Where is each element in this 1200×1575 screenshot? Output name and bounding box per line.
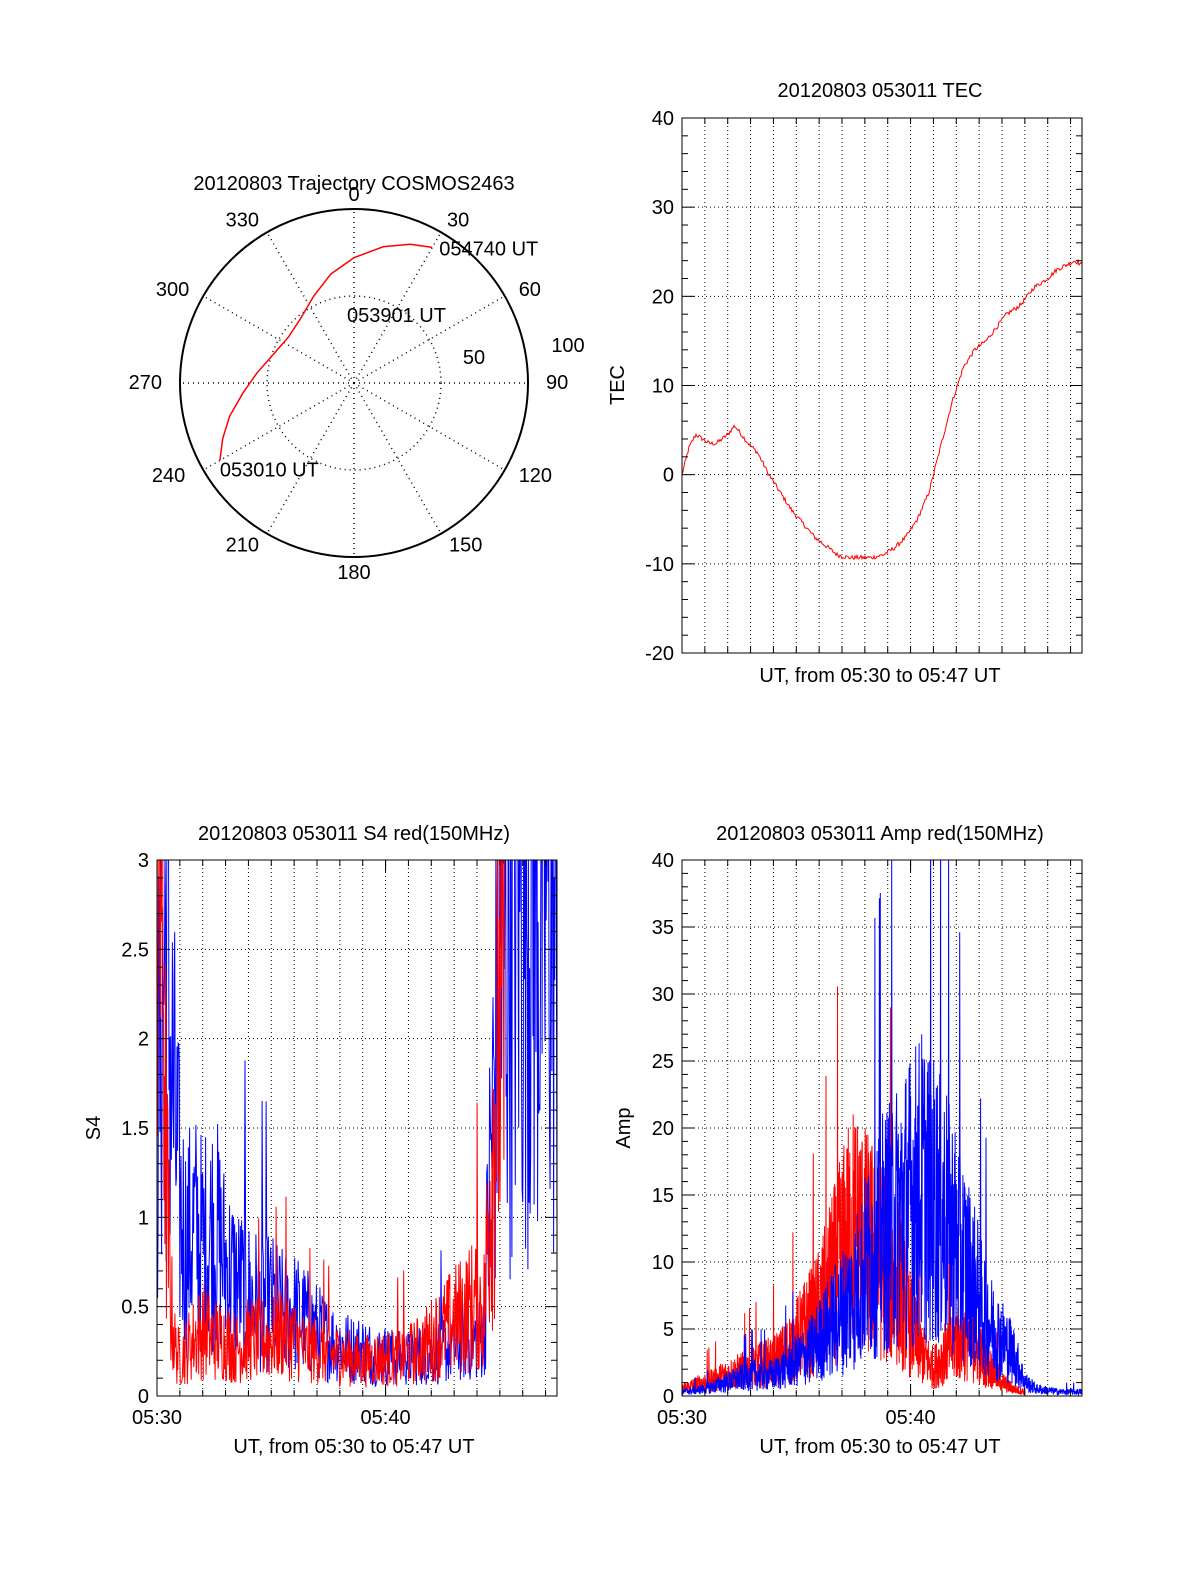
polar-outer-ring <box>179 208 529 558</box>
y-tick-label: 35 <box>652 917 674 939</box>
tec-title: 20120803 053011 TEC <box>778 80 983 102</box>
y-tick-label: 1 <box>138 1207 149 1229</box>
y-tick-label: 20 <box>652 286 674 308</box>
y-tick-label: 25 <box>652 1051 674 1073</box>
series-red-line <box>682 258 1082 561</box>
tec-xlabel: UT, from 05:30 to 05:47 UT <box>759 665 1000 687</box>
x-tick-label: 05:30 <box>657 1407 707 1429</box>
s4-ylabel: S4 <box>83 1116 105 1140</box>
polar-spoke <box>266 231 355 384</box>
x-tick-label: 05:40 <box>361 1407 411 1429</box>
y-tick-label: 5 <box>663 1319 674 1341</box>
y-tick-label: -10 <box>645 554 674 576</box>
polar-angle-label: 90 <box>546 372 568 394</box>
y-tick-label: 0 <box>138 1386 149 1408</box>
y-tick-label: 0.5 <box>121 1297 149 1319</box>
series-group <box>682 860 1082 1396</box>
y-tick-label: 20 <box>652 1118 674 1140</box>
polar-radius-label: 50 <box>463 347 485 369</box>
trajectory-line <box>219 243 433 461</box>
amp-plot: 0 5 10 15 20 25 30 35 40 05:30 05:40 <box>652 850 1083 1429</box>
polar-angle-label: 120 <box>519 465 552 487</box>
y-tick-label: 30 <box>652 984 674 1006</box>
y-tick-label: 2 <box>138 1029 149 1051</box>
polar-angle-label: 330 <box>226 209 259 231</box>
tec-panel: 20120803 053011 TEC -20 -10 0 10 20 30 40 UT, … <box>607 80 1083 687</box>
y-tick-label: 2.5 <box>121 939 149 961</box>
y-tick-label: 15 <box>652 1185 674 1207</box>
y-tick-label: 0 <box>663 1386 674 1408</box>
trajectory-time-label: 054740 UT <box>439 239 538 261</box>
polar-plot: 0 30 60 90 120 150 180 210 240 270 300 330 50 100 0530… <box>129 184 585 584</box>
amp-panel: 20120803 053011 Amp red(150MHz) 0 5 10 15 20… <box>613 823 1083 1458</box>
s4-plot: 0 0.5 1 1.5 2 2.5 3 05:30 05:40 <box>121 850 558 1429</box>
x-tick-label: 05:30 <box>132 1407 182 1429</box>
polar-inner-ring <box>266 295 442 471</box>
polar-spoke <box>353 295 506 384</box>
s4-title: 20120803 053011 S4 red(150MHz) <box>198 823 510 845</box>
polar-spoke <box>353 231 442 384</box>
y-tick-label: 10 <box>652 376 674 398</box>
y-tick-label: 40 <box>652 850 674 872</box>
trajectory-time-label: 053901 UT <box>347 305 446 327</box>
series-blue-line <box>682 860 1082 1396</box>
polar-spoke <box>202 382 355 471</box>
polar-spoke <box>202 295 355 384</box>
polar-angle-label: 210 <box>226 535 259 557</box>
polar-angle-label: 0 <box>348 184 359 206</box>
y-tick-label: 10 <box>652 1252 674 1274</box>
series-group <box>682 258 1082 561</box>
s4-panel: 20120803 053011 S4 red(150MHz) 0 0.5 1 1.5 2… <box>83 823 558 1458</box>
series-group <box>157 860 557 1388</box>
y-tick-label: 30 <box>652 197 674 219</box>
polar-angle-label: 240 <box>152 465 185 487</box>
polar-title: 20120803 Trajectory COSMOS2463 <box>193 173 514 195</box>
tec-ylabel: TEC <box>607 365 629 405</box>
y-tick-label: 0 <box>663 465 674 487</box>
polar-spoke <box>266 382 355 535</box>
polar-angle-label: 150 <box>449 535 482 557</box>
tec-plot: -20 -10 0 10 20 30 40 <box>645 108 1083 665</box>
polar-angle-label: 300 <box>156 279 189 301</box>
amp-ylabel: Amp <box>613 1107 635 1148</box>
y-tick-label: -20 <box>645 643 674 665</box>
series-blue-line <box>157 860 557 1388</box>
polar-angle-label: 270 <box>129 372 162 394</box>
polar-angle-label: 30 <box>447 209 469 231</box>
polar-spoke <box>353 382 442 535</box>
polar-angle-label: 60 <box>519 279 541 301</box>
polar-radius-label: 100 <box>551 335 584 357</box>
amp-xlabel: UT, from 05:30 to 05:47 UT <box>759 1436 1000 1458</box>
polar-panel: 20120803 Trajectory COSMOS2463 0 30 60 90 12… <box>129 173 585 584</box>
y-tick-label: 1.5 <box>121 1118 149 1140</box>
x-tick-label: 05:40 <box>886 1407 936 1429</box>
amp-title: 20120803 053011 Amp red(150MHz) <box>716 823 1044 845</box>
polar-spoke <box>353 382 506 471</box>
series-red-line <box>157 860 505 1388</box>
trajectory-time-label: 053010 UT <box>220 459 319 481</box>
y-tick-label: 3 <box>138 850 149 872</box>
s4-xlabel: UT, from 05:30 to 05:47 UT <box>233 1436 474 1458</box>
polar-angle-label: 180 <box>337 562 370 584</box>
y-tick-label: 40 <box>652 108 674 130</box>
